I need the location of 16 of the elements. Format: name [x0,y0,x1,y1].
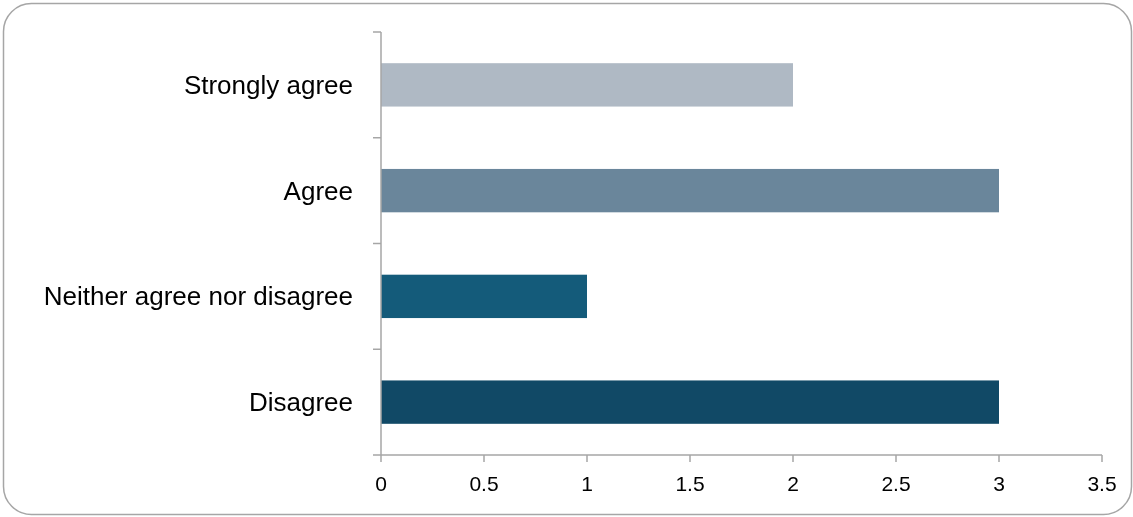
y-tick-label: Disagree [248,387,353,418]
x-tick-label: 3.5 [1087,471,1117,495]
bar [381,63,793,107]
x-tick-label: 0 [375,471,387,495]
y-tick-label: Neither agree nor disagree [43,281,353,312]
bar [381,168,999,213]
x-tick-label: 1 [581,471,593,495]
x-tick-label: 2.5 [881,471,911,495]
x-tick-label: 3 [993,471,1005,495]
y-tick-label: Strongly agree [183,69,353,100]
y-tick-label: Agree [283,175,353,206]
x-tick-label: 1.5 [675,471,705,495]
bar [381,380,999,424]
bar [381,274,587,319]
x-tick-label: 0.5 [469,471,499,495]
x-tick-label: 2 [787,471,799,495]
